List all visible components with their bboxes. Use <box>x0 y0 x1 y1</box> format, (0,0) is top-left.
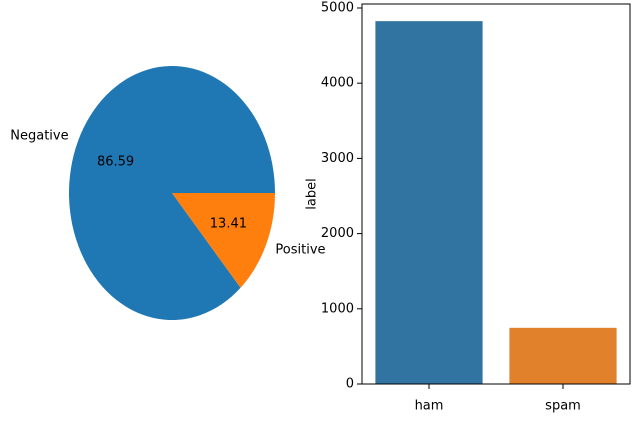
slice-label: Positive <box>275 243 325 258</box>
x-tick-label: ham <box>415 399 444 414</box>
y-tick-label: 1000 <box>321 301 354 316</box>
y-tick-label: 2000 <box>321 226 354 241</box>
x-tick-label: spam <box>545 399 581 414</box>
bar <box>375 21 483 385</box>
y-tick-label: 3000 <box>321 151 354 166</box>
y-tick-label: 5000 <box>321 0 354 15</box>
y-tick-label: 4000 <box>321 76 354 91</box>
pie-slice <box>172 193 275 288</box>
slice-label: Negative <box>10 128 68 143</box>
plot-frame <box>361 3 631 385</box>
bar <box>509 327 617 384</box>
y-tick-label: 0 <box>346 377 354 392</box>
slice-value: 86.59 <box>97 154 134 169</box>
slice-value: 13.41 <box>210 217 247 232</box>
y-axis-label: label <box>305 178 320 209</box>
